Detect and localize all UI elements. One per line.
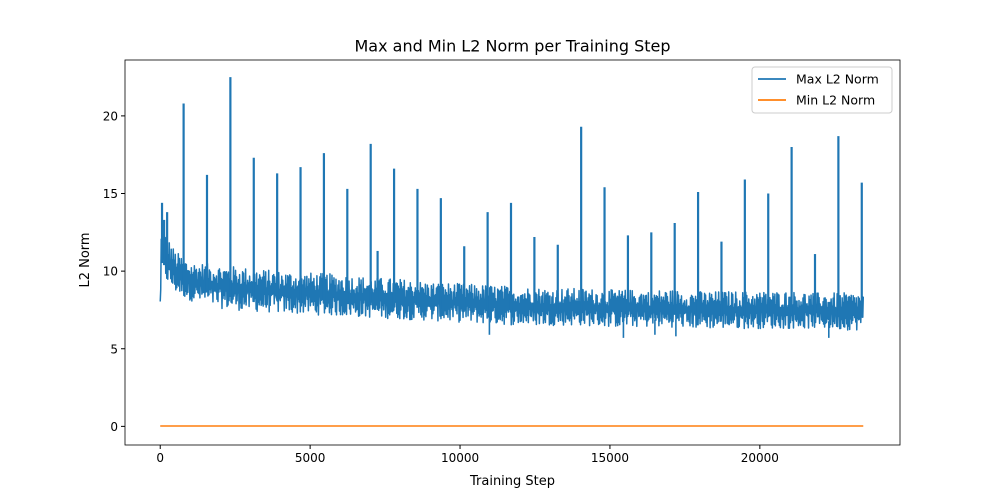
y-axis-label: L2 Norm: [78, 232, 93, 287]
legend-box: [751, 66, 893, 114]
x-tick-label: 20000: [741, 451, 779, 465]
axes: 0 5000 10000 15000 20000 0 5 10 15 20: [103, 59, 901, 465]
axes-frame: [124, 59, 901, 446]
y-tick-label: 10: [103, 265, 118, 279]
y-tick-label: 20: [103, 109, 118, 123]
x-tick-label: 10000: [441, 451, 479, 465]
chart-title: Max and Min L2 Norm per Training Step: [354, 37, 670, 56]
x-tick-label: 5000: [295, 451, 326, 465]
plot-area: [159, 77, 865, 427]
x-tick-label: 15000: [591, 451, 629, 465]
legend-label: Max L2 Norm: [796, 72, 879, 87]
legend: Max L2 Norm Min L2 Norm: [751, 66, 893, 114]
legend-label: Min L2 Norm: [796, 93, 875, 108]
x-axis-label: Training Step: [469, 474, 555, 489]
plot-clip-group: [159, 77, 865, 427]
y-tick-label: 5: [110, 342, 118, 356]
x-tick-label: 0: [156, 451, 164, 465]
y-tick-label: 0: [110, 420, 118, 434]
y-tick-label: 15: [103, 187, 118, 201]
